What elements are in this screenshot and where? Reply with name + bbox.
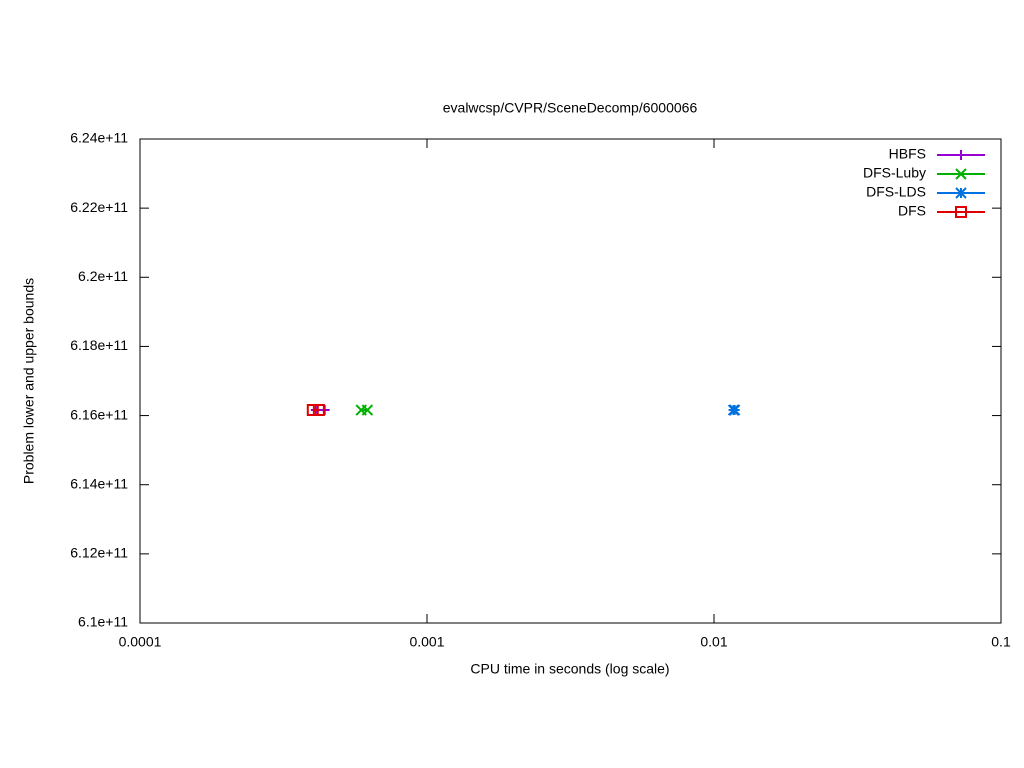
y-tick-label: 6.24e+11 <box>70 130 128 146</box>
marker <box>955 187 967 199</box>
legend-label: DFS-LDS <box>866 184 926 200</box>
y-tick-label: 6.2e+11 <box>78 268 128 284</box>
y-tick-label: 6.22e+11 <box>70 199 128 215</box>
y-tick-label: 6.16e+11 <box>70 406 128 422</box>
x-tick-label: 0.001 <box>409 634 444 650</box>
x-tick-label: 0.0001 <box>119 634 162 650</box>
marker <box>955 168 967 180</box>
chart-title: evalwcsp/CVPR/SceneDecomp/6000066 <box>443 100 698 116</box>
legend-label: HBFS <box>889 146 926 162</box>
x-axis-label: CPU time in seconds (log scale) <box>470 661 669 677</box>
legend-label: DFS-Luby <box>863 165 926 181</box>
legend-label: DFS <box>898 203 926 219</box>
plot-frame <box>139 138 1002 624</box>
x-tick-label: 0.1 <box>991 634 1011 650</box>
marker <box>728 404 741 416</box>
marker <box>361 404 374 416</box>
y-axis-label: Problem lower and upper bounds <box>21 278 37 484</box>
marker <box>312 404 325 417</box>
y-tick-label: 6.14e+11 <box>70 475 128 491</box>
marker <box>956 150 966 160</box>
y-tick-label: 6.12e+11 <box>70 545 128 561</box>
y-tick-label: 6.1e+11 <box>78 614 128 630</box>
y-tick-label: 6.18e+11 <box>70 337 128 353</box>
x-tick-label: 0.01 <box>700 634 727 650</box>
marker <box>955 206 967 218</box>
